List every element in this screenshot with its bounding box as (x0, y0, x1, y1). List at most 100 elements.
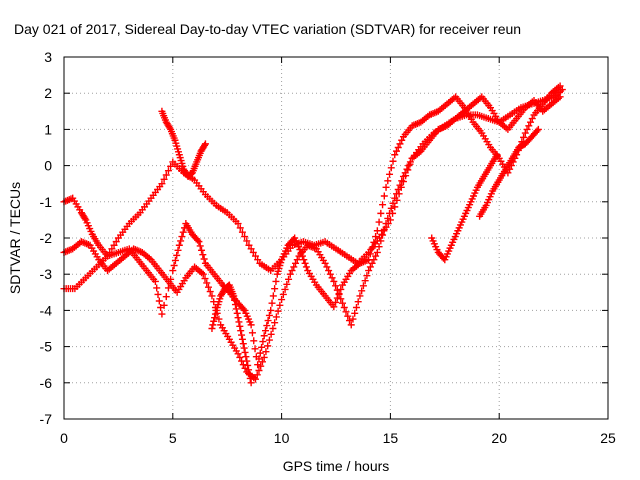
data-point (323, 263, 331, 271)
data-point (285, 275, 293, 283)
data-point (288, 267, 296, 275)
data-point (389, 199, 397, 207)
data-point (179, 228, 187, 236)
data-point (269, 325, 277, 332)
data-point (258, 358, 266, 366)
x-tick-label: 5 (169, 430, 177, 446)
data-point (267, 306, 275, 314)
data-point (265, 336, 273, 344)
data-point (373, 227, 381, 235)
data-point (293, 256, 301, 264)
data-point (170, 262, 178, 270)
data-point (164, 167, 172, 175)
data-point (403, 165, 411, 173)
data-point (402, 172, 410, 180)
data-point (241, 233, 249, 241)
data-point (162, 171, 170, 179)
data-point (171, 256, 179, 264)
data-point (261, 327, 269, 335)
data-point (238, 335, 246, 343)
data-point (368, 259, 376, 267)
y-tick-label: 1 (44, 121, 52, 137)
data-point (528, 115, 536, 123)
data-point (337, 285, 345, 293)
data-point (373, 248, 381, 256)
data-point (391, 151, 399, 159)
data-point (233, 309, 241, 317)
data-point (106, 248, 114, 256)
data-point (278, 296, 286, 304)
data-point (333, 286, 341, 294)
data-point (162, 293, 170, 301)
data-point (558, 86, 566, 94)
data-point (333, 294, 341, 302)
data-point (231, 301, 239, 309)
data-point (247, 321, 255, 329)
data-point (196, 242, 204, 250)
data-point (382, 183, 390, 191)
data-point (356, 292, 364, 300)
data-point (370, 238, 378, 246)
data-point (370, 256, 378, 264)
data-point (241, 348, 249, 356)
data-point (365, 267, 373, 275)
data-point (240, 344, 248, 352)
data-point (377, 209, 385, 217)
data-point (375, 243, 383, 251)
data-point (326, 270, 334, 278)
data-point (384, 177, 392, 185)
plot-frame (63, 56, 609, 420)
data-point (160, 175, 168, 183)
y-tick-label: -6 (40, 375, 53, 391)
data-point (199, 270, 207, 278)
data-point (386, 216, 394, 224)
data-point (153, 284, 161, 292)
data-point (154, 290, 162, 298)
y-tick-label: 3 (44, 49, 52, 65)
data-point (302, 263, 310, 271)
data-point (173, 251, 181, 259)
data-point (493, 151, 501, 159)
data-point (236, 353, 244, 361)
series-2 (60, 93, 564, 383)
data-point (393, 196, 401, 204)
data-point (406, 160, 414, 168)
data-point (349, 315, 357, 323)
data-point (251, 345, 259, 353)
data-point (264, 317, 272, 325)
data-point (345, 317, 353, 325)
data-point (276, 301, 284, 309)
data-point (110, 241, 118, 249)
data-point (255, 366, 263, 374)
data-point (81, 214, 89, 222)
data-point (391, 203, 399, 211)
data-point (210, 317, 218, 325)
x-tick-label: 10 (274, 430, 290, 446)
data-point (272, 277, 280, 285)
data-point (215, 315, 223, 323)
data-point (174, 246, 182, 254)
data-point (520, 133, 528, 141)
data-point (262, 348, 270, 356)
data-point (292, 259, 300, 267)
data-point (198, 246, 206, 254)
data-point (243, 357, 251, 365)
data-point (533, 127, 541, 135)
data-point (382, 223, 390, 231)
series-5 (208, 281, 255, 387)
data-point (245, 370, 253, 378)
data-point (230, 292, 238, 300)
data-point (206, 288, 214, 296)
y-tick-label: -7 (40, 411, 53, 427)
series-6 (428, 151, 501, 264)
data-point (395, 190, 403, 198)
data-point (104, 252, 112, 260)
data-point (267, 330, 275, 338)
data-point (376, 234, 384, 242)
data-point (534, 125, 542, 133)
data-point (330, 277, 338, 285)
data-point (239, 305, 247, 313)
data-point (239, 361, 247, 369)
data-point (235, 318, 243, 326)
